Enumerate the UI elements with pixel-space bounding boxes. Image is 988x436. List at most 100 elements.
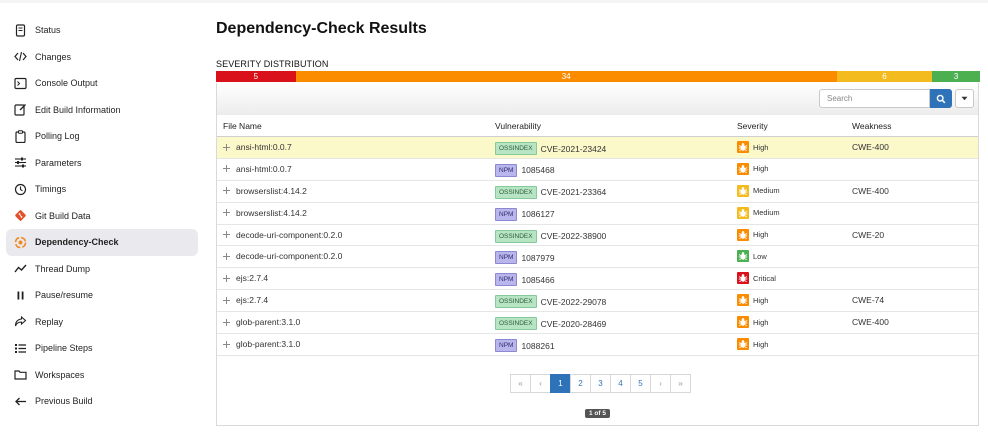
vulnerability-cell: NPM 1086127 bbox=[495, 207, 555, 221]
first-page-button[interactable]: « bbox=[510, 374, 531, 393]
page-button-4[interactable]: 4 bbox=[610, 374, 631, 393]
page-title: Dependency-Check Results bbox=[216, 20, 427, 37]
sidebar-item-label: Pipeline Steps bbox=[35, 343, 93, 354]
vulnerability-id: CVE-2021-23424 bbox=[540, 143, 607, 154]
severity-cell: Critical bbox=[737, 272, 776, 285]
sidebar-item-pause-resume[interactable]: Pause/resume bbox=[6, 282, 198, 309]
column-menu-button[interactable] bbox=[955, 89, 974, 108]
sidebar-item-timings[interactable]: Timings bbox=[6, 176, 198, 203]
sidebar-item-previous-build[interactable]: Previous Build bbox=[6, 388, 198, 415]
severity-text: High bbox=[753, 295, 769, 305]
bug-icon bbox=[737, 162, 749, 175]
severity-segment: 34 bbox=[295, 71, 837, 82]
sidebar-item-thread-dump[interactable]: Thread Dump bbox=[6, 256, 198, 283]
table-row[interactable]: glob-parent:3.1.0 OSSINDEX CVE-2020-28469 H… bbox=[217, 312, 978, 335]
expand-icon[interactable] bbox=[223, 252, 230, 260]
source-badge: NPM bbox=[495, 339, 518, 353]
previous-page-button[interactable]: ‹ bbox=[530, 374, 551, 393]
severity-cell: Medium bbox=[737, 184, 780, 197]
page-button-3[interactable]: 3 bbox=[590, 374, 611, 393]
severity-distribution-bar: 5 34 6 3 bbox=[216, 71, 980, 82]
column-header-severity[interactable]: Severity bbox=[737, 121, 768, 131]
last-page-button[interactable]: » bbox=[670, 374, 691, 393]
column-header-vulnerability[interactable]: Vulnerability bbox=[495, 121, 541, 131]
vulnerability-cell: NPM 1087979 bbox=[495, 251, 555, 265]
expand-icon[interactable] bbox=[223, 231, 230, 239]
sidebar-item-replay[interactable]: Replay bbox=[6, 309, 198, 336]
severity-cell: High bbox=[737, 316, 768, 329]
expand-icon[interactable] bbox=[223, 143, 230, 151]
sidebar-item-label: Edit Build Information bbox=[35, 104, 121, 115]
vulnerability-id: 1088261 bbox=[521, 340, 555, 351]
sidebar-item-pipeline-steps[interactable]: Pipeline Steps bbox=[6, 335, 198, 362]
table-row[interactable]: browserslist:4.14.2 OSSINDEX CVE-2021-2336… bbox=[217, 181, 978, 203]
vulnerability-id: CVE-2021-23364 bbox=[540, 187, 607, 198]
severity-text: High bbox=[753, 164, 769, 174]
table-row[interactable]: ansi-html:0.0.7 NPM 1085468 High bbox=[217, 159, 978, 181]
table-row[interactable]: decode-uri-component:0.2.0 OSSINDEX CVE-20… bbox=[217, 225, 978, 247]
source-badge: OSSINDEX bbox=[495, 142, 537, 155]
sidebar-item-label: Timings bbox=[35, 184, 67, 195]
arrow-left-icon bbox=[14, 395, 27, 408]
expand-icon[interactable] bbox=[223, 318, 230, 326]
sidebar-item-changes[interactable]: Changes bbox=[6, 44, 198, 71]
source-badge: OSSINDEX bbox=[495, 317, 537, 331]
severity-cell: Low bbox=[737, 250, 767, 263]
page-button-1[interactable]: 1 bbox=[550, 374, 571, 393]
search-button[interactable] bbox=[930, 89, 952, 108]
sidebar-item-label: Dependency-Check bbox=[35, 237, 119, 248]
sidebar-item-workspaces[interactable]: Workspaces bbox=[6, 362, 198, 389]
table-row[interactable]: ejs:2.7.4 NPM 1085466 Critical bbox=[217, 268, 978, 291]
file-cell: browserslist:4.14.2 bbox=[223, 186, 307, 196]
file-name: ansi-html:0.0.7 bbox=[236, 163, 292, 174]
table-row[interactable]: decode-uri-component:0.2.0 NPM 1087979 Low bbox=[217, 246, 978, 269]
vulnerability-id: 1087979 bbox=[521, 252, 555, 263]
file-cell: glob-parent:3.1.0 bbox=[223, 339, 300, 349]
sidebar-item-console-output[interactable]: Console Output bbox=[6, 70, 198, 97]
sidebar: Status Changes Console Output Edit Build In… bbox=[6, 17, 198, 415]
expand-icon[interactable] bbox=[223, 274, 230, 282]
sidebar-item-edit-build-information[interactable]: Edit Build Information bbox=[6, 97, 198, 124]
vulnerability-cell: NPM 1085466 bbox=[495, 273, 555, 287]
sidebar-item-label: Replay bbox=[35, 316, 64, 327]
clipboard-icon bbox=[14, 130, 27, 143]
column-header-weakness[interactable]: Weakness bbox=[852, 121, 892, 131]
vulnerability-cell: OSSINDEX CVE-2021-23364 bbox=[495, 185, 607, 199]
page-button-5[interactable]: 5 bbox=[630, 374, 651, 393]
expand-icon[interactable] bbox=[223, 209, 230, 217]
expand-icon[interactable] bbox=[223, 187, 230, 195]
column-header-file-name[interactable]: File Name bbox=[223, 121, 262, 131]
expand-icon[interactable] bbox=[223, 165, 230, 173]
next-page-button[interactable]: › bbox=[650, 374, 671, 393]
sidebar-item-dependency-check[interactable]: Dependency-Check bbox=[6, 229, 198, 256]
terminal-icon bbox=[14, 77, 27, 90]
source-badge: NPM bbox=[495, 273, 518, 287]
file-cell: ansi-html:0.0.7 bbox=[223, 164, 292, 174]
sidebar-item-label: Git Build Data bbox=[35, 210, 91, 221]
bug-icon bbox=[737, 338, 749, 351]
file-cell: glob-parent:3.1.0 bbox=[223, 317, 300, 327]
results-panel: File Name Vulnerability Severity Weaknes… bbox=[216, 83, 979, 426]
table-row[interactable]: ejs:2.7.4 OSSINDEX CVE-2022-29078 High CWE-7… bbox=[217, 290, 978, 313]
search-input[interactable] bbox=[819, 89, 930, 108]
vulnerability-cell: OSSINDEX CVE-2021-23424 bbox=[495, 142, 606, 155]
sidebar-item-git-build-data[interactable]: Git Build Data bbox=[6, 203, 198, 230]
table-toolbar bbox=[217, 83, 978, 115]
file-cell: ejs:2.7.4 bbox=[223, 295, 268, 305]
sidebar-item-parameters[interactable]: Parameters bbox=[6, 150, 198, 177]
vulnerability-cell: NPM 1088261 bbox=[495, 339, 555, 353]
caret-down-icon bbox=[961, 96, 968, 101]
sidebar-item-polling-log[interactable]: Polling Log bbox=[6, 123, 198, 150]
page-button-2[interactable]: 2 bbox=[570, 374, 591, 393]
top-border bbox=[0, 0, 988, 3]
severity-text: Critical bbox=[753, 273, 776, 283]
table-row[interactable]: ansi-html:0.0.7 OSSINDEX CVE-2021-23424 Hig… bbox=[217, 137, 978, 159]
severity-cell: High bbox=[737, 162, 769, 175]
severity-cell: Medium bbox=[737, 206, 780, 219]
sidebar-item-status[interactable]: Status bbox=[6, 17, 198, 44]
expand-icon[interactable] bbox=[223, 296, 230, 304]
weakness-cell: CWE-74 bbox=[852, 295, 885, 306]
table-row[interactable]: glob-parent:3.1.0 NPM 1088261 High bbox=[217, 334, 978, 356]
table-row[interactable]: browserslist:4.14.2 NPM 1086127 Medium bbox=[217, 203, 978, 225]
expand-icon[interactable] bbox=[223, 340, 230, 348]
